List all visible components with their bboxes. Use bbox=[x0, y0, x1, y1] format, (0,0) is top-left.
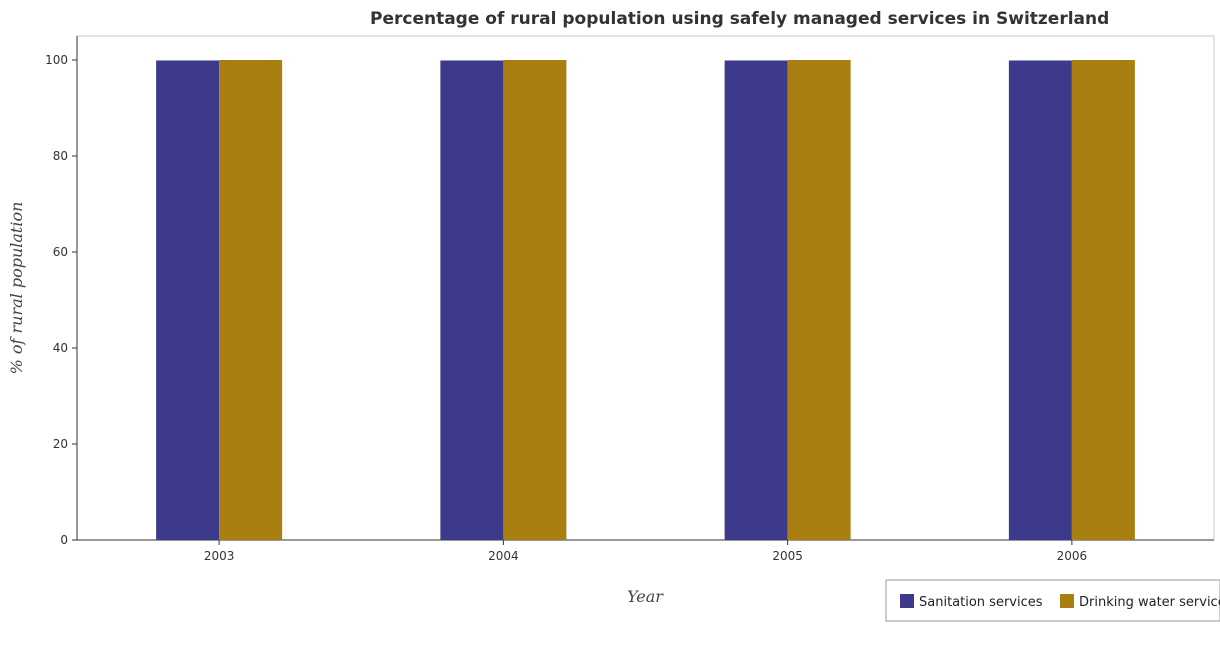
bar-sanitation-2004 bbox=[440, 60, 504, 540]
x-tick-label: 2003 bbox=[204, 549, 235, 563]
legend-swatch-drinking-water bbox=[1060, 594, 1074, 608]
bar-sanitation-2006 bbox=[1008, 60, 1072, 540]
bar-drinking-water-2003 bbox=[219, 60, 283, 540]
bars-group bbox=[156, 60, 1135, 540]
y-tick-label: 100 bbox=[45, 53, 68, 67]
x-tick-label: 2004 bbox=[488, 549, 519, 563]
x-axis-title: Year bbox=[627, 587, 664, 606]
y-tick-label: 0 bbox=[60, 533, 68, 547]
bar-sanitation-2003 bbox=[156, 60, 220, 540]
bar-drinking-water-2006 bbox=[1071, 60, 1135, 540]
bar-sanitation-2005 bbox=[724, 60, 788, 540]
y-axis: 0 20 40 60 80 100 bbox=[45, 36, 78, 547]
y-axis-title: % of rural population bbox=[7, 202, 26, 375]
x-tick-label: 2005 bbox=[772, 549, 803, 563]
legend: Sanitation services Drinking water servi… bbox=[885, 579, 1220, 622]
y-tick-label: 60 bbox=[53, 245, 68, 259]
legend-label-sanitation: Sanitation services bbox=[919, 595, 1043, 610]
chart-title: Percentage of rural population using saf… bbox=[370, 9, 1109, 29]
bar-drinking-water-2005 bbox=[787, 60, 851, 540]
y-tick-label: 20 bbox=[53, 437, 68, 451]
y-tick-label: 80 bbox=[53, 149, 68, 163]
x-axis: 2003 2004 2005 2006 bbox=[77, 539, 1214, 563]
bar-drinking-water-2004 bbox=[503, 60, 567, 540]
y-tick-label: 40 bbox=[53, 341, 68, 355]
x-tick-label: 2006 bbox=[1057, 549, 1088, 563]
legend-label-drinking-water: Drinking water services bbox=[1079, 595, 1220, 610]
legend-box bbox=[885, 579, 1220, 622]
legend-swatch-sanitation bbox=[900, 594, 914, 608]
